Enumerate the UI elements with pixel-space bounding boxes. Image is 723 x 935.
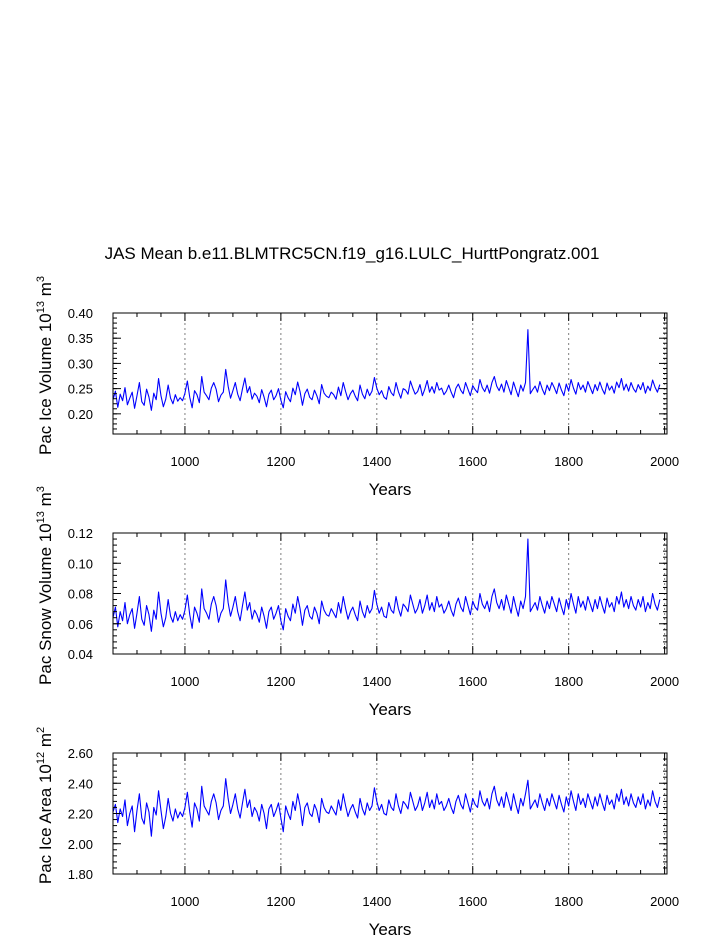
x-tick-label: 1800 xyxy=(554,674,583,689)
x-tick-label: 1800 xyxy=(554,454,583,469)
y-axis-label: Pac Ice Area 1012 m2 xyxy=(35,727,55,884)
x-tick-label: 1200 xyxy=(266,674,295,689)
x-tick-label: 1000 xyxy=(170,894,199,909)
x-axis-label: Years xyxy=(369,700,412,719)
x-tick-label: 1400 xyxy=(362,454,391,469)
x-axis-label: Years xyxy=(369,480,412,499)
plot-frame xyxy=(112,312,668,435)
y-axis-label: Pac Snow Volume 1013 m3 xyxy=(35,486,55,685)
x-tick-label: 1800 xyxy=(554,894,583,909)
x-tick-label: 2000 xyxy=(650,454,679,469)
chart-panels: 1000 1200 1400 1600 1800 2000 Years 0.20 0.25 0.3… xyxy=(35,276,679,935)
x-tick-label: 1000 xyxy=(170,454,199,469)
y-tick-label: 0.40 xyxy=(68,306,93,321)
x-tick-label: 1200 xyxy=(266,454,295,469)
series-line-1-1 xyxy=(112,329,661,411)
y-tick-label: 2.60 xyxy=(68,746,93,761)
y-axis-label: Pac Ice Volume 1013 m3 xyxy=(35,276,55,455)
y-tick-label: 2.00 xyxy=(68,837,93,852)
x-tick-label: 1600 xyxy=(458,454,487,469)
series-line-2-1 xyxy=(112,538,661,632)
y-tick-label: 0.30 xyxy=(68,356,93,371)
x-tick-label: 1400 xyxy=(362,674,391,689)
x-tick-label: 2000 xyxy=(650,894,679,909)
series-line-3-1 xyxy=(112,778,661,837)
x-tick-label: 1400 xyxy=(362,894,391,909)
y-tick-label: 0.20 xyxy=(68,407,93,422)
plot-frame xyxy=(112,752,668,875)
y-tick-label: 2.40 xyxy=(68,776,93,791)
x-tick-label: 1600 xyxy=(458,674,487,689)
chart-title: JAS Mean b.e11.BLMTRC5CN.f19_g16.LULC_Hu… xyxy=(105,244,600,263)
plot-frame xyxy=(112,532,668,655)
y-tick-label: 0.10 xyxy=(68,556,93,571)
y-tick-label: 1.80 xyxy=(68,867,93,882)
x-tick-label: 1200 xyxy=(266,894,295,909)
y-tick-label: 0.08 xyxy=(68,587,93,602)
y-tick-label: 0.04 xyxy=(68,647,93,662)
y-tick-label: 0.12 xyxy=(68,526,93,541)
panel-2: 1000 1200 1400 1600 1800 2000 Years 0.04 0.06 0.0… xyxy=(35,486,679,719)
x-axis-label: Years xyxy=(369,920,412,935)
x-tick-label: 1600 xyxy=(458,894,487,909)
y-tick-label: 0.25 xyxy=(68,382,93,397)
y-tick-label: 2.20 xyxy=(68,807,93,822)
panel-1: 1000 1200 1400 1600 1800 2000 Years 0.20 0.25 0.3… xyxy=(35,276,679,499)
panel-3: 1000 1200 1400 1600 1800 2000 Years 1.80 2.00 2.2… xyxy=(35,727,679,935)
y-tick-label: 0.06 xyxy=(68,617,93,632)
y-tick-label: 0.35 xyxy=(68,331,93,346)
x-tick-label: 1000 xyxy=(170,674,199,689)
x-tick-label: 2000 xyxy=(650,674,679,689)
